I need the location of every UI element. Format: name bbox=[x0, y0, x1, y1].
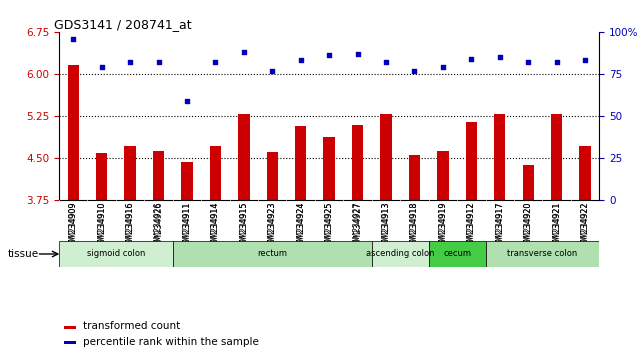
Text: GSM234925: GSM234925 bbox=[324, 202, 334, 248]
Text: transformed count: transformed count bbox=[83, 321, 181, 331]
Point bbox=[381, 59, 391, 65]
Bar bbox=[59, 241, 172, 267]
Text: GSM234922: GSM234922 bbox=[581, 202, 590, 248]
Bar bbox=[579, 145, 591, 200]
Point bbox=[125, 59, 135, 65]
Text: GSM234912: GSM234912 bbox=[467, 202, 476, 248]
Point bbox=[153, 59, 163, 65]
Text: GSM234924: GSM234924 bbox=[296, 202, 305, 248]
Text: GSM234915: GSM234915 bbox=[239, 202, 248, 248]
Bar bbox=[295, 126, 306, 200]
Bar bbox=[352, 125, 363, 200]
Bar bbox=[429, 241, 486, 267]
Text: GSM234926: GSM234926 bbox=[154, 202, 163, 248]
Text: GSM234909: GSM234909 bbox=[69, 202, 78, 249]
Point bbox=[580, 58, 590, 63]
Text: GSM234913: GSM234913 bbox=[381, 202, 390, 248]
Text: GSM234914: GSM234914 bbox=[211, 202, 220, 248]
Bar bbox=[267, 152, 278, 200]
Text: ascending colon: ascending colon bbox=[366, 250, 435, 258]
Bar bbox=[64, 326, 76, 329]
Text: GSM234917: GSM234917 bbox=[495, 202, 504, 248]
Point bbox=[296, 58, 306, 63]
Point bbox=[438, 64, 448, 70]
Point bbox=[210, 59, 221, 65]
Text: GSM234921: GSM234921 bbox=[552, 202, 561, 248]
Text: GSM234920: GSM234920 bbox=[524, 202, 533, 248]
Bar bbox=[380, 114, 392, 200]
Text: GSM234910: GSM234910 bbox=[97, 202, 106, 248]
Text: rectum: rectum bbox=[257, 250, 287, 258]
Text: GSM234927: GSM234927 bbox=[353, 202, 362, 248]
Bar bbox=[96, 154, 107, 200]
Bar bbox=[124, 145, 136, 200]
Text: tissue: tissue bbox=[8, 249, 39, 259]
Text: GSM234919: GSM234919 bbox=[438, 202, 447, 248]
Text: transverse colon: transverse colon bbox=[507, 250, 578, 258]
Bar bbox=[210, 145, 221, 200]
Point bbox=[238, 49, 249, 55]
Text: GDS3141 / 208741_at: GDS3141 / 208741_at bbox=[54, 18, 191, 31]
Text: cecum: cecum bbox=[443, 250, 471, 258]
Point bbox=[495, 54, 505, 60]
Bar bbox=[486, 241, 599, 267]
Point bbox=[523, 59, 533, 65]
Text: GSM234923: GSM234923 bbox=[268, 202, 277, 248]
Bar bbox=[67, 65, 79, 200]
Bar bbox=[181, 162, 193, 200]
Point bbox=[267, 68, 278, 73]
Bar bbox=[494, 114, 506, 200]
Point bbox=[466, 56, 476, 62]
Point bbox=[68, 36, 78, 41]
Bar bbox=[551, 114, 562, 200]
Bar bbox=[372, 241, 429, 267]
Bar bbox=[172, 241, 372, 267]
Bar bbox=[153, 151, 164, 200]
Point bbox=[410, 68, 420, 73]
Bar bbox=[465, 121, 477, 200]
Text: percentile rank within the sample: percentile rank within the sample bbox=[83, 337, 259, 347]
Bar bbox=[64, 341, 76, 344]
Bar bbox=[238, 114, 249, 200]
Bar bbox=[522, 165, 534, 200]
Point bbox=[324, 53, 335, 58]
Bar bbox=[324, 137, 335, 200]
Text: sigmoid colon: sigmoid colon bbox=[87, 250, 145, 258]
Text: GSM234911: GSM234911 bbox=[183, 202, 192, 248]
Text: GSM234918: GSM234918 bbox=[410, 202, 419, 248]
Point bbox=[97, 64, 107, 70]
Bar bbox=[437, 151, 449, 200]
Point bbox=[551, 59, 562, 65]
Point bbox=[353, 51, 363, 57]
Text: GSM234916: GSM234916 bbox=[126, 202, 135, 248]
Point bbox=[182, 98, 192, 104]
Bar bbox=[409, 155, 420, 200]
